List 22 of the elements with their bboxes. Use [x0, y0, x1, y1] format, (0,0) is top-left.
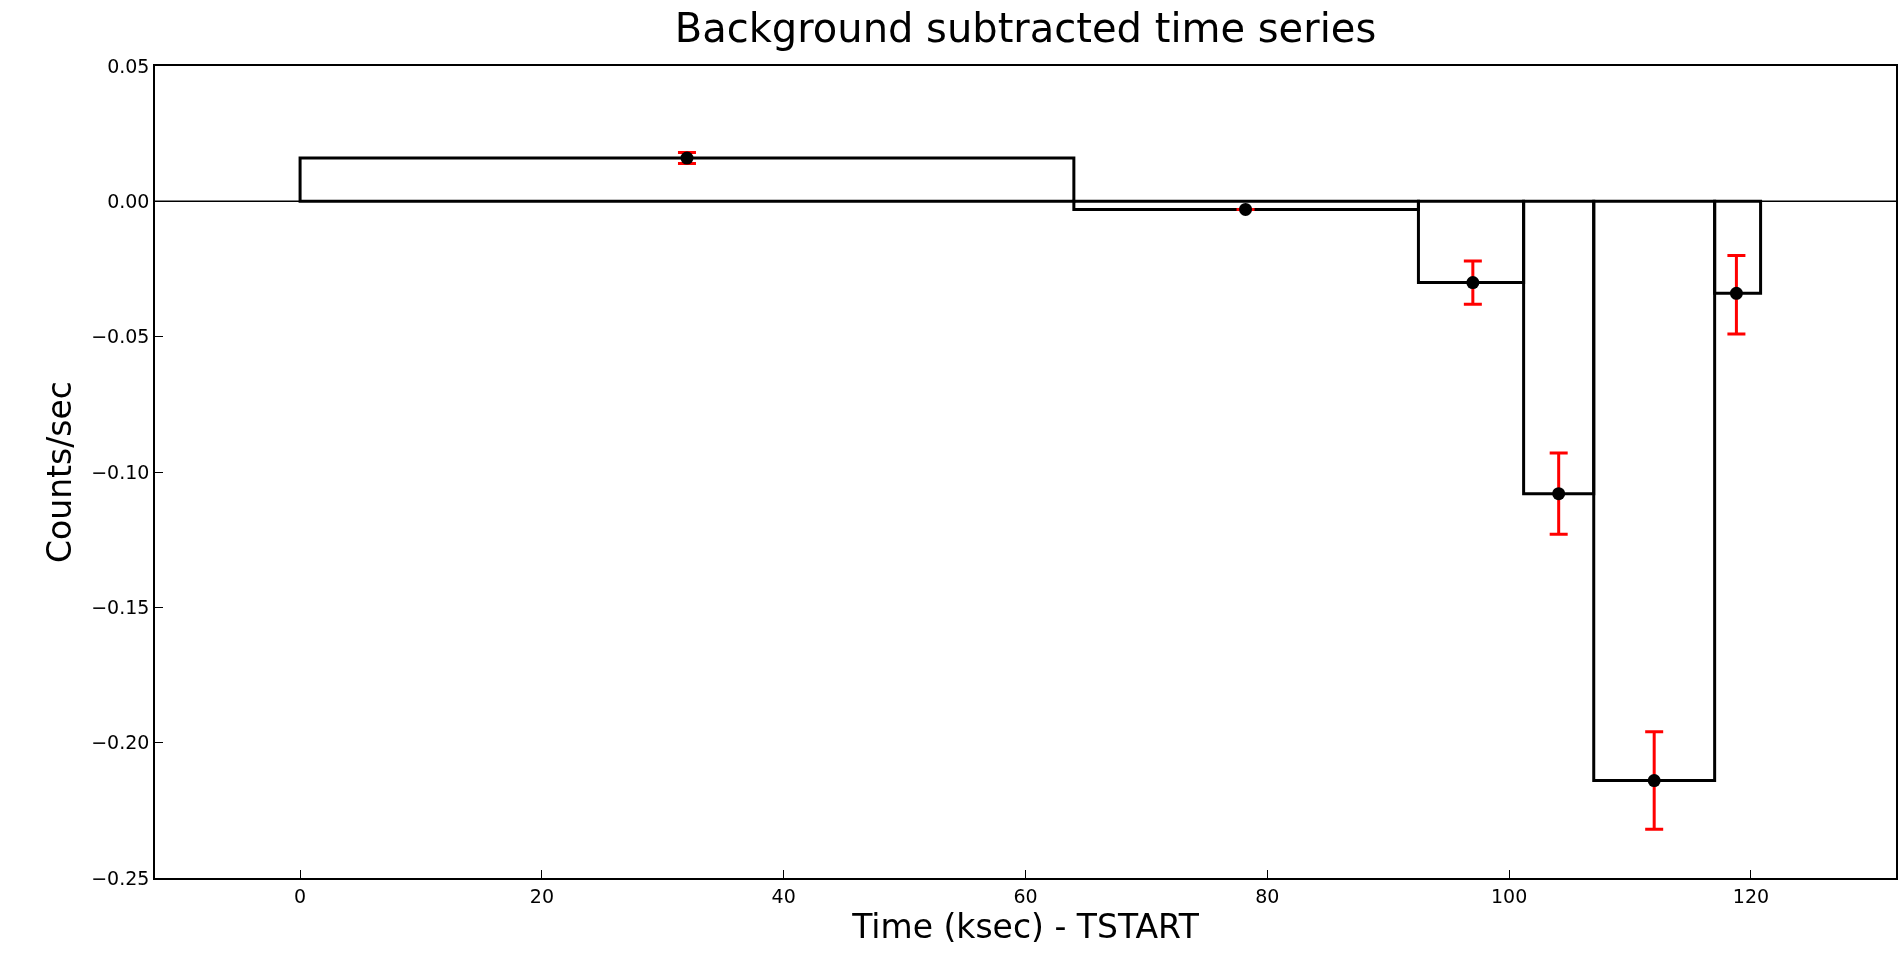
y-tick-label: 0.05: [107, 54, 150, 77]
y-tick-label: −0.10: [91, 460, 150, 483]
y-tick-label: −0.05: [91, 325, 150, 348]
y-tick-label: −0.20: [91, 731, 150, 754]
point: [1729, 286, 1743, 300]
x-tick-label: 80: [1255, 884, 1280, 907]
x-tick-label: 0: [294, 884, 307, 907]
point: [1466, 276, 1480, 290]
x-tick-label: 120: [1732, 884, 1770, 907]
point: [1647, 774, 1661, 788]
point: [1239, 202, 1253, 216]
x-tick-label: 20: [529, 884, 554, 907]
x-tick-label: 60: [1013, 884, 1038, 907]
chart-title: Background subtracted time series: [674, 5, 1377, 52]
y-tick-label: 0.00: [107, 189, 150, 212]
x-tick-label: 100: [1490, 884, 1528, 907]
y-axis-title: Counts/sec: [39, 381, 79, 563]
x-axis-title: Time (ksec) - TSTART: [851, 906, 1200, 946]
y-tick-label: −0.25: [91, 866, 150, 889]
x-tick-label: 40: [771, 884, 796, 907]
point: [1552, 487, 1566, 501]
y-tick-label: −0.15: [91, 595, 150, 618]
